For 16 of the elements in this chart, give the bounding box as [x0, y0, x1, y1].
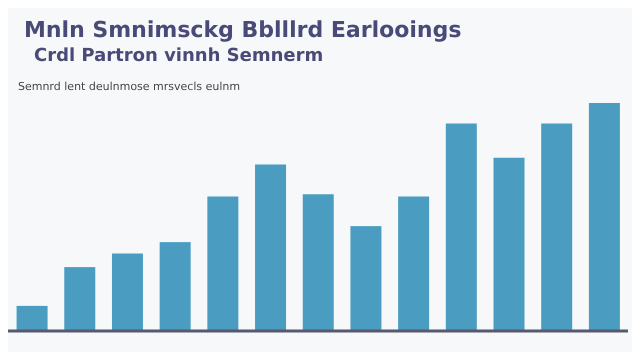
bar: [207, 196, 238, 331]
bar: [398, 196, 430, 331]
bar: [160, 242, 191, 331]
bar: [255, 164, 286, 331]
bar: [112, 253, 143, 331]
bar: [302, 194, 334, 331]
bar: [494, 158, 525, 331]
bar: [541, 124, 572, 331]
bar: [64, 267, 96, 331]
chart-subtitle: Crdl Partron vinnh Semnerm: [33, 44, 324, 66]
bar: [446, 124, 477, 331]
bar: [588, 103, 620, 331]
bar: [350, 226, 382, 331]
text: Semnrd lent deulnmose mrsvecls eulnm: [17, 79, 242, 93]
chart-title: Mnln Smnimsckg Bblllrd Earlooings: [23, 17, 462, 43]
bar: [16, 306, 48, 331]
